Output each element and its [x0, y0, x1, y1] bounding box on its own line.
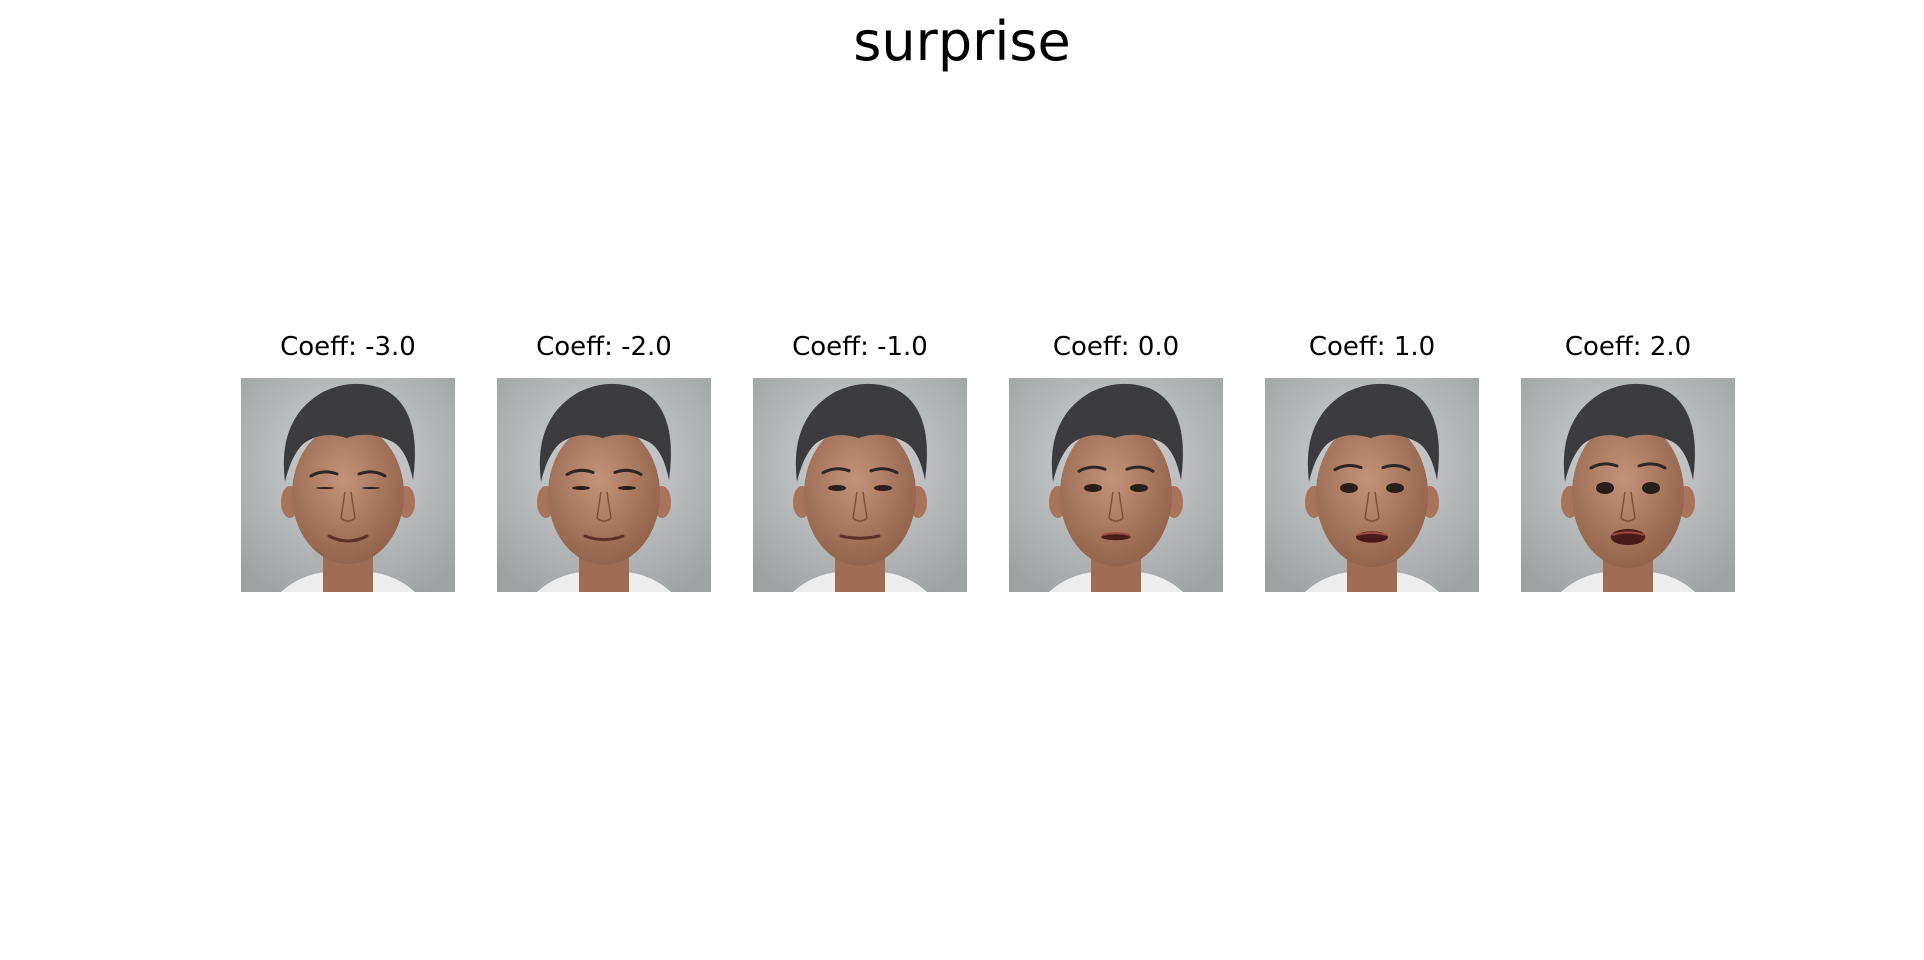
left-eye — [828, 485, 846, 491]
mouth — [1610, 528, 1646, 546]
right-eye — [1642, 482, 1660, 494]
right-eye — [362, 487, 380, 489]
mouth — [583, 534, 625, 542]
upper-lip — [1356, 531, 1388, 536]
panel-title: Coeff: 0.0 — [1052, 332, 1180, 362]
panel-coeff-neg1: Coeff: -1.0 — [753, 330, 967, 592]
nose — [340, 491, 356, 522]
right-eyebrow — [357, 470, 387, 478]
face — [548, 423, 660, 565]
face — [1572, 420, 1684, 568]
face-image — [1521, 378, 1735, 592]
panel-title: Coeff: -1.0 — [792, 332, 928, 362]
left-eyebrow — [565, 468, 595, 476]
left-eye — [1340, 483, 1358, 493]
right-eyebrow — [1637, 462, 1667, 470]
nose — [1108, 491, 1124, 522]
face — [1316, 420, 1428, 568]
left-eyebrow — [821, 467, 851, 475]
mouth — [1101, 533, 1131, 541]
hair — [283, 383, 415, 482]
nose — [596, 491, 612, 522]
right-eye — [1130, 484, 1148, 492]
panel-coeff-0: Coeff: 0.0 — [1009, 330, 1223, 592]
panel-title: Coeff: 1.0 — [1308, 332, 1436, 362]
left-eyebrow — [1077, 465, 1107, 473]
hair — [795, 383, 927, 482]
left-eyebrow — [1589, 462, 1619, 470]
right-eye — [874, 485, 892, 491]
panel-title: Coeff: -2.0 — [536, 332, 672, 362]
face-image — [1009, 378, 1223, 592]
left-eyebrow — [309, 470, 339, 478]
nose — [1364, 491, 1380, 522]
figure-title: surprise — [853, 10, 1071, 73]
mouth — [327, 534, 369, 543]
left-eye — [1084, 484, 1102, 492]
right-eyebrow — [1381, 464, 1411, 472]
right-eyebrow — [869, 467, 899, 475]
right-eyebrow — [613, 468, 643, 476]
nose — [1620, 491, 1636, 522]
face-image — [1265, 378, 1479, 592]
right-eye — [1386, 483, 1404, 493]
panel-coeff-2: Coeff: 2.0 — [1521, 330, 1735, 592]
face — [1060, 421, 1172, 567]
panel-coeff-neg2: Coeff: -2.0 — [497, 330, 711, 592]
left-eye — [316, 487, 334, 489]
face-image — [497, 378, 711, 592]
hair — [539, 383, 671, 482]
hair — [1307, 383, 1439, 482]
hair — [1563, 383, 1695, 482]
panel-coeff-1: Coeff: 1.0 — [1265, 330, 1479, 592]
left-eyebrow — [1333, 464, 1363, 472]
face-image — [241, 378, 455, 592]
upper-lip — [1102, 532, 1130, 536]
face-image — [753, 378, 967, 592]
face — [804, 422, 916, 566]
right-eyebrow — [1125, 465, 1155, 473]
panel-title: Coeff: 2.0 — [1564, 332, 1692, 362]
panel-coeff-neg3: Coeff: -3.0 — [241, 330, 455, 592]
hair — [1051, 383, 1183, 482]
right-eye — [618, 486, 636, 490]
panel-title: Coeff: -3.0 — [280, 332, 416, 362]
upper-lip — [1611, 531, 1645, 536]
left-eye — [1596, 482, 1614, 494]
face — [292, 424, 404, 564]
mouth — [839, 534, 881, 540]
nose — [852, 491, 868, 522]
left-eye — [572, 486, 590, 490]
